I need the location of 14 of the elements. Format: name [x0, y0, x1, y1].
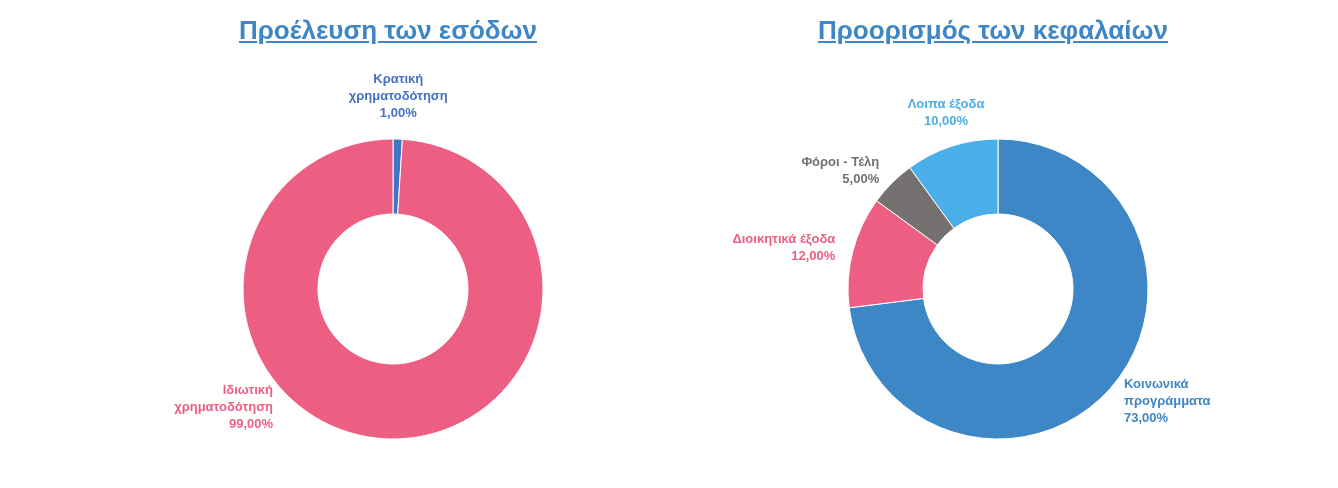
data-label: 73,00%	[1124, 409, 1169, 425]
slice-label: Κρατική χρηματοδότηση	[348, 71, 448, 104]
slice-label: Φόροι - Τέλη	[801, 154, 880, 170]
data-label: 10,00%	[924, 113, 969, 129]
data-label: 1,00%	[379, 105, 418, 121]
slice-label: Διοικητικά έξοδα	[732, 231, 836, 247]
slice-label: Κοινωνικά προγράμματα	[1124, 375, 1211, 408]
chart-title: Προέλευση των εσόδων	[238, 14, 538, 47]
data-label: 99,00%	[228, 416, 274, 432]
data-label: 12,00%	[791, 248, 836, 264]
chart-title: Προορισμός των κεφαλαίων	[817, 14, 1169, 47]
slice-label: Ιδιωτική χρηματοδότηση	[174, 382, 274, 415]
data-label: 5,00%	[842, 171, 880, 187]
slice-label: Λοιπα έξοδα	[907, 96, 985, 112]
